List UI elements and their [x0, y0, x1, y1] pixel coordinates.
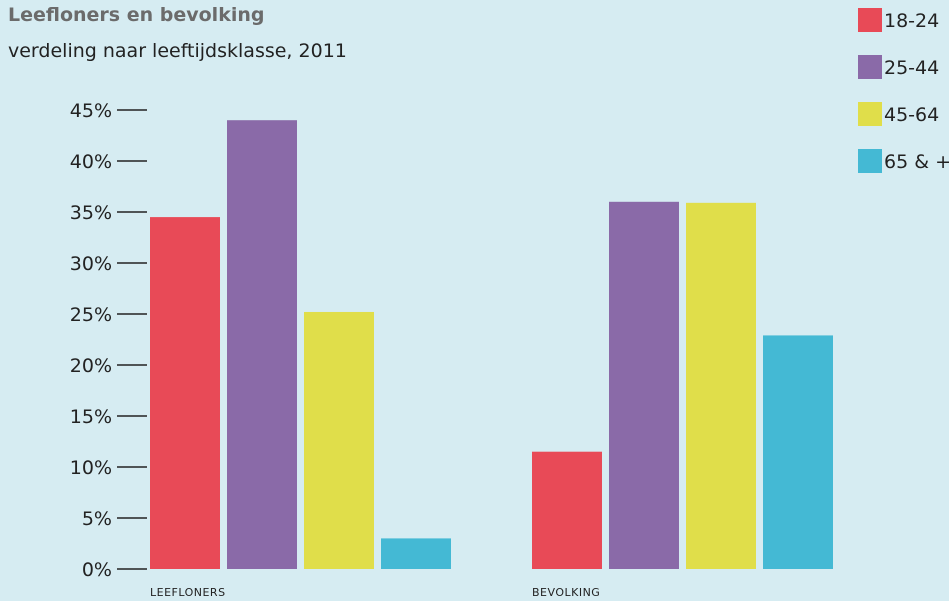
legend-label: 18-24	[884, 10, 939, 32]
category-label: BEVOLKING	[532, 586, 600, 599]
bar-65--leefloners	[381, 538, 451, 569]
bar-18-24-bevolking	[532, 451, 602, 569]
y-tick-label: 10%	[70, 457, 112, 479]
legend-swatch	[858, 102, 882, 126]
y-tick-label: 35%	[70, 202, 112, 224]
legend-label: 45-64	[884, 104, 939, 126]
legend-swatch	[858, 149, 882, 173]
bar-18-24-leefloners	[150, 217, 220, 569]
y-tick-label: 0%	[82, 559, 112, 581]
bar-25-44-bevolking	[609, 201, 679, 570]
legend-swatch	[858, 55, 882, 79]
y-tick-label: 15%	[70, 406, 112, 428]
y-tick-label: 25%	[70, 304, 112, 326]
y-tick-label: 30%	[70, 253, 112, 275]
bar-25-44-leefloners	[227, 120, 297, 569]
y-tick-label: 20%	[70, 355, 112, 377]
legend-label: 25-44	[884, 57, 939, 79]
y-tick-label: 40%	[70, 151, 112, 173]
chart-title: Leefloners en bevolking	[8, 4, 265, 26]
legend-label: 65 & +	[884, 151, 949, 173]
y-tick-label: 45%	[70, 100, 112, 122]
bar-45-64-leefloners	[304, 311, 374, 569]
category-label: LEEFLONERS	[150, 586, 226, 599]
chart-subtitle: verdeling naar leeftijdsklasse, 2011	[8, 40, 347, 62]
y-tick-label: 5%	[82, 508, 112, 530]
legend-swatch	[858, 8, 882, 32]
bar-65--bevolking	[763, 335, 833, 569]
bar-45-64-bevolking	[686, 202, 756, 569]
